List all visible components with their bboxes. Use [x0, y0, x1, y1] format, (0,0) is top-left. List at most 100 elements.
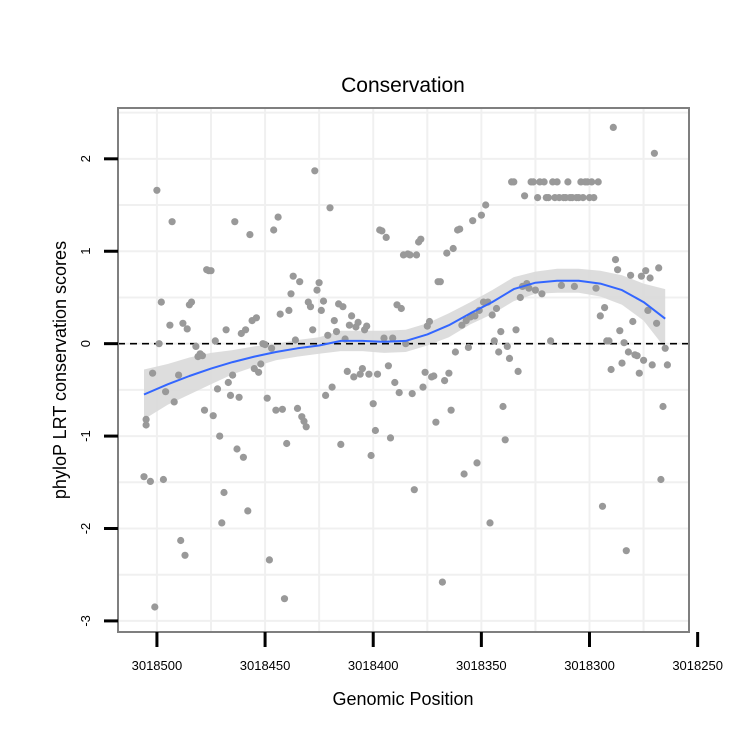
data-point [458, 321, 466, 329]
data-point [153, 186, 161, 194]
data-point [285, 306, 293, 314]
points-layer [140, 123, 672, 611]
chart-title: Conservation [341, 74, 465, 97]
data-point [261, 341, 269, 349]
data-point [345, 321, 353, 329]
data-point [642, 267, 650, 275]
smooth-line [143, 279, 666, 396]
data-point [492, 304, 501, 313]
data-point [276, 310, 284, 318]
data-point [378, 227, 386, 235]
data-point [501, 436, 509, 444]
data-point [525, 284, 533, 292]
data-point [609, 123, 617, 131]
data-point [430, 372, 438, 380]
y-tick-label: 2 [78, 155, 93, 162]
data-point [166, 321, 174, 329]
data-point [291, 336, 299, 344]
data-point [629, 317, 637, 326]
data-point [140, 473, 148, 481]
data-point [356, 370, 364, 378]
data-point [332, 328, 341, 336]
data-point [242, 326, 250, 334]
data-point [287, 290, 295, 298]
data-point [547, 337, 555, 345]
grid-layer [118, 108, 689, 632]
data-point [592, 284, 600, 292]
data-point [486, 519, 494, 527]
y-tick-label: -2 [78, 523, 93, 535]
data-point [386, 434, 395, 442]
data-point [343, 367, 351, 375]
data-point [218, 519, 226, 527]
data-point [590, 194, 598, 202]
data-point [410, 486, 418, 494]
data-point [553, 178, 561, 186]
data-point [149, 369, 157, 377]
data-point [326, 204, 334, 212]
data-point [529, 178, 537, 186]
data-point [516, 293, 524, 302]
data-point [425, 317, 434, 326]
data-point [239, 453, 247, 461]
data-point [255, 368, 263, 376]
data-point [229, 371, 237, 379]
data-point [363, 322, 371, 330]
data-point [653, 319, 661, 327]
data-point [408, 390, 416, 398]
data-point [531, 286, 540, 294]
data-point [157, 298, 165, 306]
data-point [477, 211, 485, 219]
data-point [306, 303, 315, 311]
data-point [257, 360, 265, 368]
data-point [220, 488, 228, 497]
data-point [510, 178, 518, 186]
data-point [317, 306, 325, 314]
data-point [280, 595, 289, 603]
data-point [607, 365, 615, 374]
data-point [350, 373, 358, 381]
data-point [488, 311, 496, 319]
data-point [499, 402, 507, 411]
data-point [311, 167, 319, 175]
data-point [650, 149, 659, 157]
data-point [557, 281, 566, 289]
data-point [233, 445, 241, 453]
data-point [216, 432, 224, 440]
data-point [272, 406, 280, 414]
data-point [438, 578, 446, 586]
x-tick-label: 3018400 [348, 658, 399, 673]
data-point [151, 603, 159, 611]
data-point [283, 439, 291, 448]
axis-layer: 3018500 3018450 3018400 3018350 3018300 30182… [78, 155, 723, 673]
data-point [445, 369, 453, 377]
data-point [616, 327, 624, 335]
data-point [464, 343, 472, 351]
data-point [432, 418, 440, 426]
data-point [389, 334, 397, 342]
x-tick-label: 3018500 [132, 658, 183, 673]
data-point [274, 213, 282, 221]
data-point [339, 303, 347, 311]
x-axis-label: Genomic Position [332, 689, 473, 709]
data-point [155, 340, 163, 348]
x-tick-label: 3018350 [456, 658, 507, 673]
data-point [358, 365, 366, 373]
data-point [436, 278, 444, 286]
data-point [618, 359, 626, 367]
data-point [198, 352, 206, 360]
data-point [512, 326, 520, 334]
data-point [659, 402, 667, 411]
data-point [482, 201, 490, 209]
data-point [319, 297, 328, 305]
data-point [263, 394, 271, 402]
data-point [268, 344, 276, 352]
data-point [209, 412, 217, 420]
data-point [168, 218, 176, 226]
data-point [187, 298, 196, 306]
data-point [226, 391, 235, 399]
x-tick-label: 3018450 [240, 658, 291, 673]
data-point [224, 378, 232, 387]
data-point [373, 370, 382, 378]
